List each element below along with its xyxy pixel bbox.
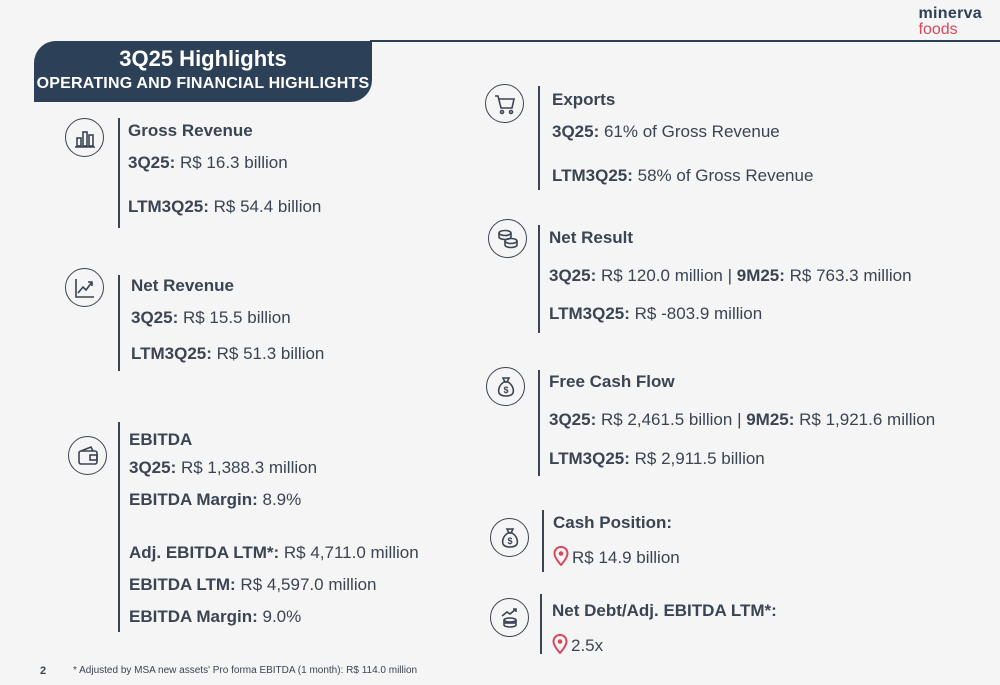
coins-growth-icon — [490, 598, 529, 637]
shopping-cart-icon — [485, 84, 524, 123]
money-bag-icon: $ — [486, 367, 525, 406]
net-revenue-ltm: LTM3Q25: R$ 51.3 billion — [131, 344, 325, 363]
divider — [540, 594, 542, 654]
bar-chart-icon — [65, 118, 104, 157]
map-pin-icon — [552, 634, 568, 654]
divider — [118, 118, 120, 228]
wallet-icon — [68, 436, 107, 475]
money-bag-icon: $ — [490, 518, 529, 557]
ebitda-ltm: EBITDA LTM: R$ 4,597.0 million — [129, 575, 377, 594]
ebitda-quarter: 3Q25: R$ 1,388.3 million — [129, 458, 318, 477]
divider — [118, 422, 120, 632]
free-cash-flow-quarter: 3Q25: R$ 2,461.5 billion | 9M25: R$ 1,92… — [549, 410, 936, 429]
svg-text:$: $ — [503, 385, 508, 395]
gross-revenue-title: Gross Revenue — [128, 121, 253, 140]
ebitda-margin-ltm: EBITDA Margin: 9.0% — [129, 607, 302, 626]
exports-title: Exports — [552, 90, 616, 109]
company-logo: minerva foods — [918, 5, 982, 38]
divider — [538, 86, 540, 190]
net-revenue-quarter: 3Q25: R$ 15.5 billion — [131, 308, 291, 327]
cash-position-title: Cash Position: — [553, 513, 673, 532]
free-cash-flow-title: Free Cash Flow — [549, 372, 675, 391]
page-subtitle: OPERATING AND FINANCIAL HIGHLIGHTS — [36, 75, 370, 92]
coins-icon — [488, 219, 527, 258]
net-debt-title: Net Debt/Adj. EBITDA LTM*: — [552, 601, 777, 620]
page-number: 2 — [40, 665, 47, 677]
divider — [542, 510, 544, 572]
free-cash-flow-ltm: LTM3Q25: R$ 2,911.5 billion — [549, 449, 765, 468]
exports-ltm: LTM3Q25: 58% of Gross Revenue — [552, 166, 814, 185]
adj-ebitda-ltm: Adj. EBITDA LTM*: R$ 4,711.0 million — [129, 543, 419, 562]
gross-revenue-ltm: LTM3Q25: R$ 54.4 billion — [128, 197, 322, 216]
net-result-ltm: LTM3Q25: R$ -803.9 million — [549, 304, 763, 323]
divider — [118, 275, 120, 371]
map-pin-icon — [553, 546, 569, 566]
cash-position-value: R$ 14.9 billion — [553, 546, 680, 568]
title-banner: 3Q25 Highlights OPERATING AND FINANCIAL … — [34, 41, 372, 102]
net-result-quarter: 3Q25: R$ 120.0 million | 9M25: R$ 763.3 … — [549, 266, 912, 285]
gross-revenue-quarter: 3Q25: R$ 16.3 billion — [128, 153, 288, 172]
footnote: * Adjusted by MSA new assets' Pro forma … — [73, 665, 418, 676]
line-chart-icon — [65, 268, 104, 307]
divider — [538, 225, 540, 333]
divider — [538, 370, 540, 476]
exports-quarter: 3Q25: 61% of Gross Revenue — [552, 122, 780, 141]
header-rule — [370, 40, 1000, 42]
page-title: 3Q25 Highlights — [119, 46, 287, 71]
ebitda-margin-quarter: EBITDA Margin: 8.9% — [129, 490, 302, 509]
net-result-title: Net Result — [549, 228, 634, 247]
svg-text:$: $ — [507, 536, 512, 546]
ebitda-title: EBITDA — [129, 430, 193, 449]
net-debt-value: 2.5x — [552, 634, 603, 656]
net-revenue-title: Net Revenue — [131, 276, 234, 295]
